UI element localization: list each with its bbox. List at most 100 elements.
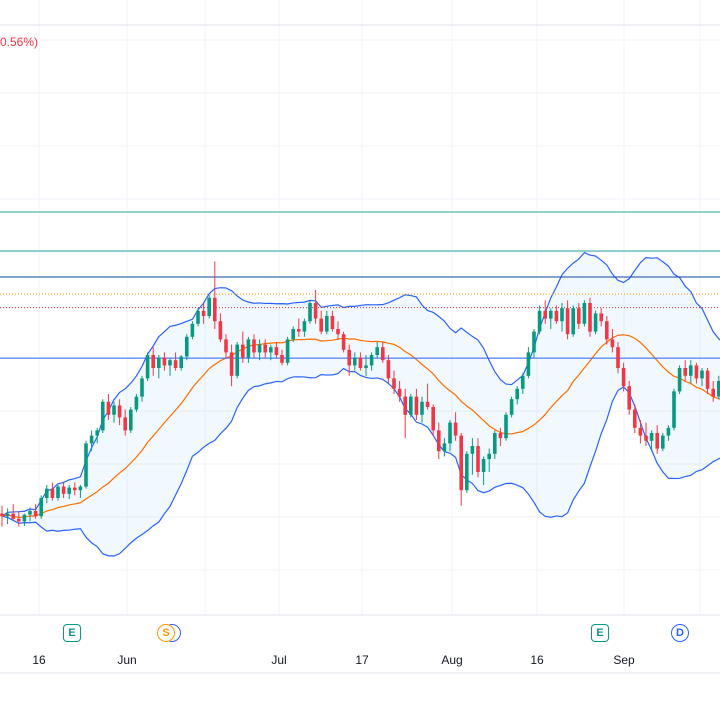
candle-body[interactable] xyxy=(353,357,357,366)
candle-body[interactable] xyxy=(605,321,609,340)
candle-body[interactable] xyxy=(515,388,519,400)
candle-body[interactable] xyxy=(168,360,172,366)
candle-body[interactable] xyxy=(493,433,497,454)
candle-body[interactable] xyxy=(470,446,475,454)
candle-body[interactable] xyxy=(336,329,340,335)
bollinger-upper-line[interactable] xyxy=(1,251,720,517)
candle-body[interactable] xyxy=(689,365,693,376)
candle-body[interactable] xyxy=(213,297,217,322)
candle-body[interactable] xyxy=(392,378,396,389)
candle-body[interactable] xyxy=(577,308,581,324)
candle-body[interactable] xyxy=(504,414,508,439)
candle-body[interactable] xyxy=(448,422,452,444)
candle-body[interactable] xyxy=(375,347,379,355)
candle-body[interactable] xyxy=(549,310,553,319)
candle-body[interactable] xyxy=(140,378,144,397)
candle-body[interactable] xyxy=(22,514,27,522)
candle-body[interactable] xyxy=(56,486,60,498)
candle-body[interactable] xyxy=(481,459,486,472)
candle-body[interactable] xyxy=(459,435,463,491)
candle-body[interactable] xyxy=(476,446,480,472)
candle-body[interactable] xyxy=(129,409,133,431)
candle-body[interactable] xyxy=(274,347,279,355)
candle-body[interactable] xyxy=(633,409,637,428)
candle-body[interactable] xyxy=(106,401,111,415)
candle-body[interactable] xyxy=(252,339,256,353)
candle-body[interactable] xyxy=(369,355,374,366)
candle-body[interactable] xyxy=(330,316,335,329)
candle-body[interactable] xyxy=(196,310,200,324)
earnings-icon[interactable]: E xyxy=(63,624,81,642)
candle-body[interactable] xyxy=(453,422,458,436)
candle-body[interactable] xyxy=(661,435,665,449)
bollinger-lower-line[interactable] xyxy=(1,367,720,557)
candle-body[interactable] xyxy=(218,321,223,340)
candle-body[interactable] xyxy=(582,303,587,324)
candle-body[interactable] xyxy=(672,391,676,428)
candle-body[interactable] xyxy=(717,381,720,397)
candle-body[interactable] xyxy=(638,427,643,436)
candle-body[interactable] xyxy=(414,396,419,415)
candle-body[interactable] xyxy=(229,352,234,376)
candle-body[interactable] xyxy=(325,316,329,332)
candle-body[interactable] xyxy=(616,347,620,368)
candle-body[interactable] xyxy=(341,334,346,350)
candle-body[interactable] xyxy=(537,310,542,332)
candle-body[interactable] xyxy=(364,365,368,368)
candle-body[interactable] xyxy=(498,433,503,439)
candle-body[interactable] xyxy=(235,344,239,376)
candle-body[interactable] xyxy=(442,443,447,452)
candle-body[interactable] xyxy=(437,430,441,452)
dividend-icon[interactable]: D xyxy=(671,624,689,642)
candle-body[interactable] xyxy=(134,396,139,410)
candle-body[interactable] xyxy=(700,370,704,379)
candle-body[interactable] xyxy=(67,487,71,494)
candle-body[interactable] xyxy=(112,405,116,415)
candle-body[interactable] xyxy=(621,368,626,387)
bollinger-basis-line[interactable] xyxy=(1,334,720,519)
candle-body[interactable] xyxy=(291,329,295,340)
candle-body[interactable] xyxy=(666,427,671,436)
candle-body[interactable] xyxy=(246,339,251,358)
candle-body[interactable] xyxy=(145,355,150,379)
candle-body[interactable] xyxy=(649,433,654,441)
candle-body[interactable] xyxy=(173,360,178,368)
candle-body[interactable] xyxy=(73,487,77,491)
candle-body[interactable] xyxy=(151,355,155,368)
candle-body[interactable] xyxy=(565,308,570,335)
candle-body[interactable] xyxy=(302,321,307,332)
candle-body[interactable] xyxy=(117,405,122,418)
candle-body[interactable] xyxy=(644,435,648,441)
candle-body[interactable] xyxy=(11,513,15,519)
candle-body[interactable] xyxy=(599,313,603,322)
candle-body[interactable] xyxy=(409,396,413,415)
candle-body[interactable] xyxy=(280,355,284,363)
candle-body[interactable] xyxy=(162,357,167,366)
candle-body[interactable] xyxy=(39,498,43,517)
candle-body[interactable] xyxy=(241,344,245,358)
candle-body[interactable] xyxy=(627,386,631,410)
candle-body[interactable] xyxy=(313,303,318,319)
candle-body[interactable] xyxy=(431,407,435,431)
candle-body[interactable] xyxy=(0,513,4,517)
candle-body[interactable] xyxy=(560,308,564,322)
candle-body[interactable] xyxy=(521,375,525,389)
candle-body[interactable] xyxy=(95,430,99,436)
candle-body[interactable] xyxy=(61,486,66,494)
candle-body[interactable] xyxy=(89,435,94,444)
candle-body[interactable] xyxy=(711,388,715,397)
candle-body[interactable] xyxy=(285,339,290,363)
candle-body[interactable] xyxy=(420,401,424,415)
candle-body[interactable] xyxy=(224,339,228,353)
candle-body[interactable] xyxy=(263,344,267,353)
candle-body[interactable] xyxy=(358,357,363,368)
candle-body[interactable] xyxy=(526,352,531,376)
candle-body[interactable] xyxy=(101,401,105,431)
candle-body[interactable] xyxy=(397,388,402,397)
candle-body[interactable] xyxy=(610,339,615,348)
earnings-icon[interactable]: E xyxy=(591,624,609,642)
candle-body[interactable] xyxy=(123,417,127,431)
candle-body[interactable] xyxy=(297,329,301,332)
